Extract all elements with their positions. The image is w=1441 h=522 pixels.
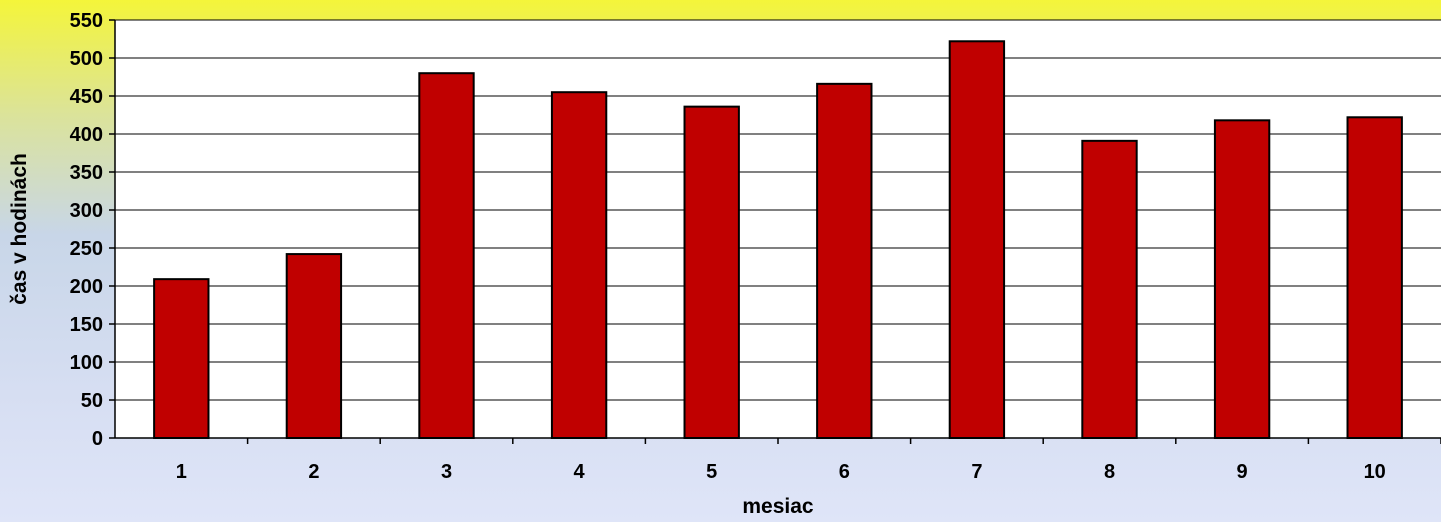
bar-8 — [1081, 139, 1138, 439]
bar-1 — [153, 278, 210, 439]
y-tick-labels: 0 50 100 150 200 250 300 350 400 450 500 550 — [70, 10, 115, 450]
x-tick-label: 7 — [971, 461, 982, 483]
bar-10 — [1346, 116, 1403, 439]
x-tick-label: 3 — [441, 461, 452, 483]
y-tick-label: 500 — [70, 48, 103, 70]
y-tick-label: 250 — [70, 238, 103, 260]
bar-3 — [418, 72, 475, 439]
x-tick-label: 10 — [1364, 461, 1386, 483]
y-tick-label: 150 — [70, 314, 103, 336]
bar-9 — [1213, 119, 1271, 439]
x-axis-title: mesiac — [742, 495, 814, 518]
y-tick-label: 450 — [70, 86, 103, 108]
bar-4 — [550, 91, 608, 439]
y-axis-title: čas v hodinách — [8, 153, 31, 305]
y-tick-label: 200 — [70, 276, 103, 298]
y-tick-label: 50 — [81, 390, 103, 412]
x-tick-label: 6 — [839, 461, 850, 483]
y-tick-label: 300 — [70, 200, 103, 222]
y-tick-label: 550 — [70, 10, 103, 32]
bar-5 — [683, 105, 740, 439]
bar-7 — [948, 40, 1006, 439]
x-tick-label: 8 — [1104, 461, 1115, 483]
x-tick-labels: 1 2 3 4 5 6 7 8 9 10 — [176, 438, 1441, 483]
x-tick-label: 5 — [706, 461, 717, 483]
bar-6 — [816, 82, 873, 439]
y-tick-label: 400 — [70, 124, 103, 146]
y-tick-label: 350 — [70, 162, 103, 184]
x-tick-label: 4 — [574, 461, 586, 483]
y-tick-label: 100 — [70, 352, 103, 374]
bars — [153, 40, 1403, 439]
bar-2 — [285, 253, 343, 439]
x-tick-label: 2 — [308, 461, 319, 483]
x-tick-label: 1 — [176, 461, 187, 483]
y-tick-label: 0 — [92, 428, 103, 450]
x-tick-label: 9 — [1237, 461, 1248, 483]
